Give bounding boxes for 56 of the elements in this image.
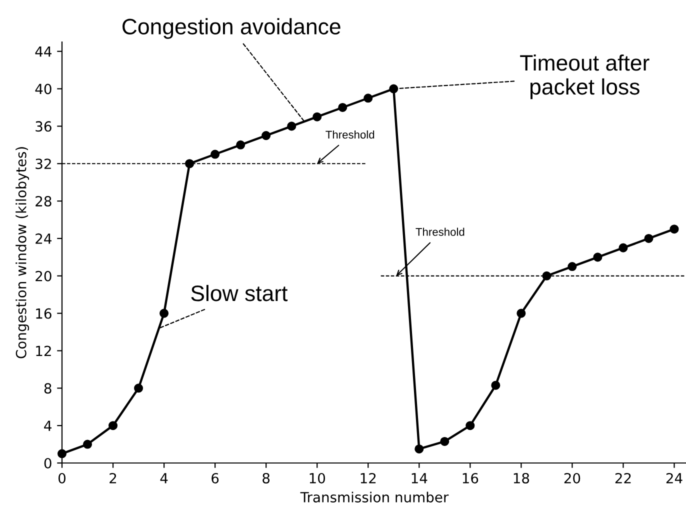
y-tick-label: 24: [36, 233, 52, 244]
x-tick-label: 4: [160, 473, 168, 484]
x-tick-label: 2: [110, 472, 116, 484]
point: [593, 252, 602, 262]
point: [160, 308, 169, 318]
point: [210, 150, 220, 159]
point: [414, 444, 424, 454]
x-tick-label: 6: [212, 472, 219, 484]
annotation: Timeout after packet loss: [520, 54, 650, 100]
y-tick-label: 40: [35, 84, 52, 94]
point: [618, 243, 628, 252]
point: [364, 94, 373, 103]
point: [516, 308, 526, 318]
x-axis-title: Transmission number: [300, 492, 449, 502]
y-tick-label: 12: [36, 346, 51, 356]
y-tick-label: 20: [36, 270, 52, 282]
x-tick-label: 12: [360, 472, 376, 484]
y-tick-label: 4: [44, 420, 52, 431]
point: [440, 436, 450, 446]
point: [134, 384, 144, 393]
point: [262, 131, 271, 140]
x-tick-label: 16: [462, 472, 478, 484]
y-tick-label: 28: [36, 196, 52, 207]
y-tick-label: 16: [36, 308, 52, 319]
point: [338, 102, 348, 112]
point: [644, 234, 654, 243]
point: [287, 122, 296, 131]
x-tick-label: 22: [615, 472, 631, 484]
point: [108, 421, 118, 430]
y-tick-label: 8: [44, 383, 52, 394]
x-tick-label: 0: [58, 472, 66, 484]
point: [491, 380, 500, 390]
point: [542, 271, 552, 280]
point: [82, 440, 92, 449]
annotation: Threshold: [416, 228, 464, 236]
point: [670, 224, 679, 234]
x-tick-label: 24: [666, 472, 682, 484]
y-tick-label: 44: [35, 46, 52, 57]
point: [236, 140, 246, 150]
point: [185, 159, 194, 168]
point: [568, 262, 577, 272]
x-tick-label: 14: [412, 473, 428, 484]
annotation: Threshold: [326, 130, 374, 139]
point: [389, 84, 398, 94]
annotation: Slow start: [191, 284, 288, 302]
y-tick-label: 36: [36, 121, 52, 132]
x-tick-label: 20: [564, 472, 580, 484]
x-tick-label: 8: [262, 472, 270, 484]
y-axis-title: Congestion window (kilobytes): [16, 147, 30, 358]
annotation: Congestion avoidance: [122, 18, 340, 39]
y-tick-label: 0: [44, 458, 52, 468]
x-tick-label: 10: [310, 472, 326, 484]
y-tick-label: 32: [36, 158, 51, 170]
x-tick-label: 18: [514, 472, 530, 484]
point: [312, 112, 322, 122]
point: [466, 421, 475, 430]
